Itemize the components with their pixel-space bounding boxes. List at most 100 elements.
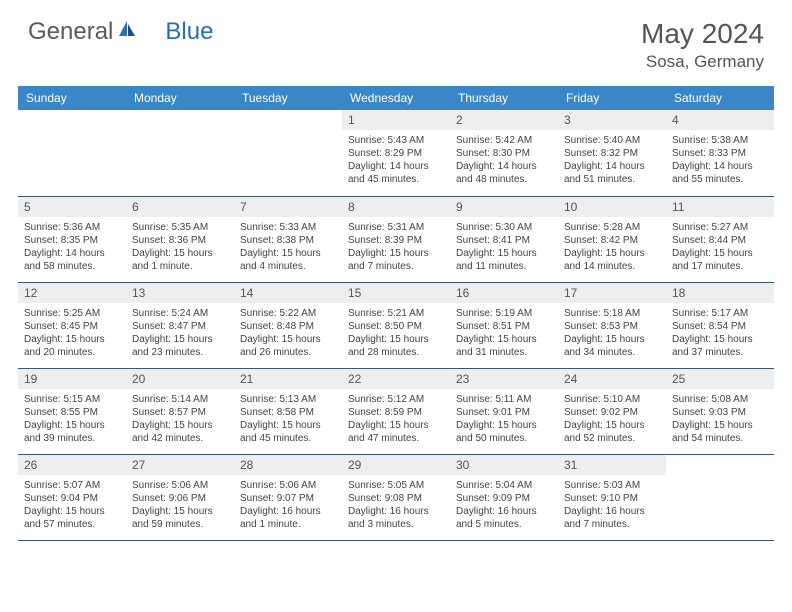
weekday-sunday: Sunday xyxy=(18,86,126,110)
day-number: 20 xyxy=(126,369,234,389)
day-number: 16 xyxy=(450,283,558,303)
day-details: Sunrise: 5:19 AMSunset: 8:51 PMDaylight:… xyxy=(450,303,558,361)
calendar-row: 5Sunrise: 5:36 AMSunset: 8:35 PMDaylight… xyxy=(18,196,774,282)
calendar-cell: 16Sunrise: 5:19 AMSunset: 8:51 PMDayligh… xyxy=(450,282,558,368)
day-details: Sunrise: 5:40 AMSunset: 8:32 PMDaylight:… xyxy=(558,130,666,188)
calendar-cell: 15Sunrise: 5:21 AMSunset: 8:50 PMDayligh… xyxy=(342,282,450,368)
calendar-row: 12Sunrise: 5:25 AMSunset: 8:45 PMDayligh… xyxy=(18,282,774,368)
day-number: 4 xyxy=(666,110,774,130)
calendar-cell: 3Sunrise: 5:40 AMSunset: 8:32 PMDaylight… xyxy=(558,110,666,196)
calendar-cell: 6Sunrise: 5:35 AMSunset: 8:36 PMDaylight… xyxy=(126,196,234,282)
calendar-cell: 9Sunrise: 5:30 AMSunset: 8:41 PMDaylight… xyxy=(450,196,558,282)
calendar-row: 1Sunrise: 5:43 AMSunset: 8:29 PMDaylight… xyxy=(18,110,774,196)
day-number: 13 xyxy=(126,283,234,303)
day-number: 12 xyxy=(18,283,126,303)
day-number: 10 xyxy=(558,197,666,217)
calendar-row: 26Sunrise: 5:07 AMSunset: 9:04 PMDayligh… xyxy=(18,454,774,540)
calendar-cell xyxy=(234,110,342,196)
day-details: Sunrise: 5:17 AMSunset: 8:54 PMDaylight:… xyxy=(666,303,774,361)
day-details: Sunrise: 5:04 AMSunset: 9:09 PMDaylight:… xyxy=(450,475,558,533)
day-number: 8 xyxy=(342,197,450,217)
day-details: Sunrise: 5:30 AMSunset: 8:41 PMDaylight:… xyxy=(450,217,558,275)
calendar-cell: 26Sunrise: 5:07 AMSunset: 9:04 PMDayligh… xyxy=(18,454,126,540)
calendar-cell: 29Sunrise: 5:05 AMSunset: 9:08 PMDayligh… xyxy=(342,454,450,540)
calendar-cell: 7Sunrise: 5:33 AMSunset: 8:38 PMDaylight… xyxy=(234,196,342,282)
day-number: 28 xyxy=(234,455,342,475)
day-number: 21 xyxy=(234,369,342,389)
day-number: 17 xyxy=(558,283,666,303)
day-number: 18 xyxy=(666,283,774,303)
calendar-head: SundayMondayTuesdayWednesdayThursdayFrid… xyxy=(18,86,774,110)
day-number: 1 xyxy=(342,110,450,130)
day-number: 2 xyxy=(450,110,558,130)
day-details: Sunrise: 5:42 AMSunset: 8:30 PMDaylight:… xyxy=(450,130,558,188)
location: Sosa, Germany xyxy=(641,52,764,72)
day-details: Sunrise: 5:10 AMSunset: 9:02 PMDaylight:… xyxy=(558,389,666,447)
day-number: 30 xyxy=(450,455,558,475)
day-details: Sunrise: 5:21 AMSunset: 8:50 PMDaylight:… xyxy=(342,303,450,361)
title-block: May 2024 Sosa, Germany xyxy=(641,18,764,72)
day-details: Sunrise: 5:07 AMSunset: 9:04 PMDaylight:… xyxy=(18,475,126,533)
day-number: 26 xyxy=(18,455,126,475)
day-details: Sunrise: 5:03 AMSunset: 9:10 PMDaylight:… xyxy=(558,475,666,533)
day-number: 22 xyxy=(342,369,450,389)
weekday-monday: Monday xyxy=(126,86,234,110)
day-details: Sunrise: 5:31 AMSunset: 8:39 PMDaylight:… xyxy=(342,217,450,275)
calendar-cell: 4Sunrise: 5:38 AMSunset: 8:33 PMDaylight… xyxy=(666,110,774,196)
calendar-cell xyxy=(126,110,234,196)
day-number: 3 xyxy=(558,110,666,130)
calendar-cell: 8Sunrise: 5:31 AMSunset: 8:39 PMDaylight… xyxy=(342,196,450,282)
logo-word-2: Blue xyxy=(165,18,213,46)
day-details: Sunrise: 5:25 AMSunset: 8:45 PMDaylight:… xyxy=(18,303,126,361)
logo-word-1: General xyxy=(28,18,113,46)
calendar-cell: 1Sunrise: 5:43 AMSunset: 8:29 PMDaylight… xyxy=(342,110,450,196)
day-details: Sunrise: 5:12 AMSunset: 8:59 PMDaylight:… xyxy=(342,389,450,447)
calendar-cell: 28Sunrise: 5:06 AMSunset: 9:07 PMDayligh… xyxy=(234,454,342,540)
calendar-cell: 12Sunrise: 5:25 AMSunset: 8:45 PMDayligh… xyxy=(18,282,126,368)
calendar-cell: 19Sunrise: 5:15 AMSunset: 8:55 PMDayligh… xyxy=(18,368,126,454)
calendar-cell: 27Sunrise: 5:06 AMSunset: 9:06 PMDayligh… xyxy=(126,454,234,540)
weekday-wednesday: Wednesday xyxy=(342,86,450,110)
weekday-thursday: Thursday xyxy=(450,86,558,110)
day-number: 25 xyxy=(666,369,774,389)
day-details: Sunrise: 5:43 AMSunset: 8:29 PMDaylight:… xyxy=(342,130,450,188)
day-details: Sunrise: 5:08 AMSunset: 9:03 PMDaylight:… xyxy=(666,389,774,447)
day-details: Sunrise: 5:24 AMSunset: 8:47 PMDaylight:… xyxy=(126,303,234,361)
day-number: 29 xyxy=(342,455,450,475)
day-details: Sunrise: 5:27 AMSunset: 8:44 PMDaylight:… xyxy=(666,217,774,275)
day-details: Sunrise: 5:33 AMSunset: 8:38 PMDaylight:… xyxy=(234,217,342,275)
weekday-friday: Friday xyxy=(558,86,666,110)
day-details: Sunrise: 5:11 AMSunset: 9:01 PMDaylight:… xyxy=(450,389,558,447)
month-title: May 2024 xyxy=(641,18,764,50)
calendar-cell: 20Sunrise: 5:14 AMSunset: 8:57 PMDayligh… xyxy=(126,368,234,454)
day-number: 7 xyxy=(234,197,342,217)
calendar-cell: 11Sunrise: 5:27 AMSunset: 8:44 PMDayligh… xyxy=(666,196,774,282)
day-details: Sunrise: 5:28 AMSunset: 8:42 PMDaylight:… xyxy=(558,217,666,275)
day-number: 11 xyxy=(666,197,774,217)
weekday-row: SundayMondayTuesdayWednesdayThursdayFrid… xyxy=(18,86,774,110)
calendar-cell xyxy=(666,454,774,540)
day-number: 23 xyxy=(450,369,558,389)
calendar: SundayMondayTuesdayWednesdayThursdayFrid… xyxy=(18,86,774,541)
day-details: Sunrise: 5:05 AMSunset: 9:08 PMDaylight:… xyxy=(342,475,450,533)
day-number: 27 xyxy=(126,455,234,475)
calendar-cell: 25Sunrise: 5:08 AMSunset: 9:03 PMDayligh… xyxy=(666,368,774,454)
logo: General Blue xyxy=(28,18,213,46)
day-details: Sunrise: 5:06 AMSunset: 9:06 PMDaylight:… xyxy=(126,475,234,533)
day-details: Sunrise: 5:13 AMSunset: 8:58 PMDaylight:… xyxy=(234,389,342,447)
calendar-cell: 17Sunrise: 5:18 AMSunset: 8:53 PMDayligh… xyxy=(558,282,666,368)
day-details: Sunrise: 5:14 AMSunset: 8:57 PMDaylight:… xyxy=(126,389,234,447)
calendar-cell: 13Sunrise: 5:24 AMSunset: 8:47 PMDayligh… xyxy=(126,282,234,368)
calendar-cell: 21Sunrise: 5:13 AMSunset: 8:58 PMDayligh… xyxy=(234,368,342,454)
day-number: 19 xyxy=(18,369,126,389)
calendar-cell: 24Sunrise: 5:10 AMSunset: 9:02 PMDayligh… xyxy=(558,368,666,454)
calendar-cell: 18Sunrise: 5:17 AMSunset: 8:54 PMDayligh… xyxy=(666,282,774,368)
calendar-cell: 5Sunrise: 5:36 AMSunset: 8:35 PMDaylight… xyxy=(18,196,126,282)
header: General Blue May 2024 Sosa, Germany xyxy=(0,0,792,78)
calendar-cell: 31Sunrise: 5:03 AMSunset: 9:10 PMDayligh… xyxy=(558,454,666,540)
day-number: 5 xyxy=(18,197,126,217)
day-details: Sunrise: 5:18 AMSunset: 8:53 PMDaylight:… xyxy=(558,303,666,361)
day-number: 6 xyxy=(126,197,234,217)
calendar-cell: 23Sunrise: 5:11 AMSunset: 9:01 PMDayligh… xyxy=(450,368,558,454)
calendar-cell: 30Sunrise: 5:04 AMSunset: 9:09 PMDayligh… xyxy=(450,454,558,540)
